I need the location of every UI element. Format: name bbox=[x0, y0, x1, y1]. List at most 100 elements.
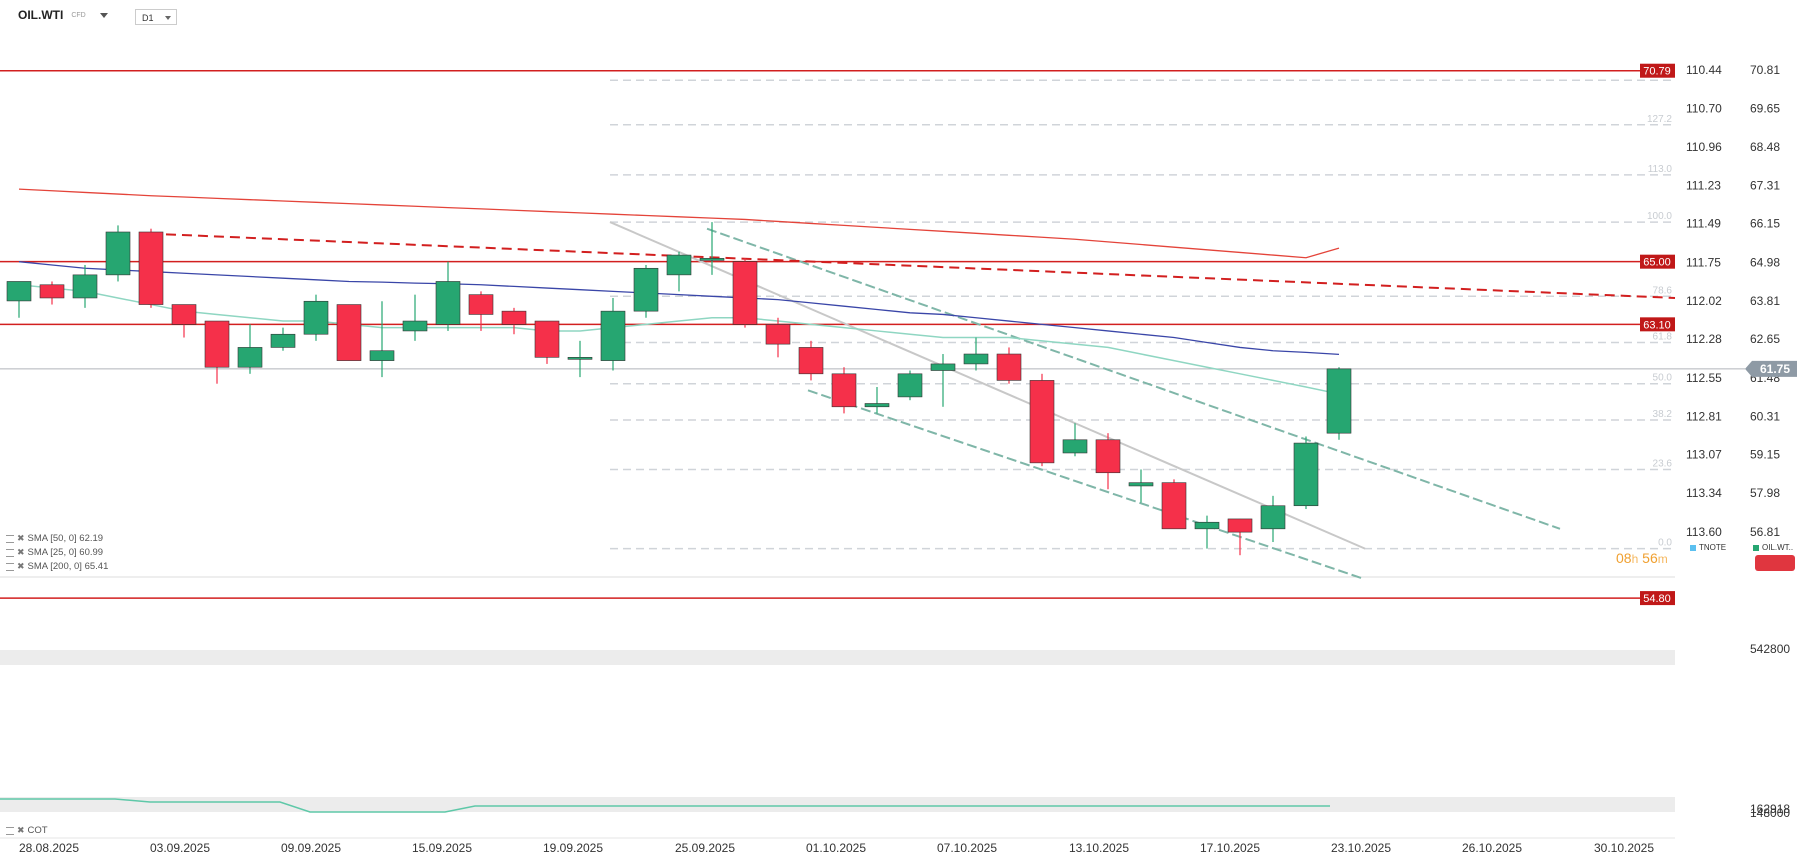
candle-body[interactable] bbox=[171, 304, 197, 325]
x-axis-tick-label: 30.10.2025 bbox=[1594, 841, 1654, 855]
settings-icon[interactable] bbox=[6, 562, 14, 571]
level-price-label: 54.80 bbox=[1643, 593, 1671, 605]
candle-body[interactable] bbox=[1326, 368, 1352, 434]
secondary-axis-tick-label: 110.70 bbox=[1686, 101, 1722, 115]
candle-body[interactable] bbox=[1029, 380, 1055, 464]
level-price-label: 63.10 bbox=[1643, 319, 1671, 331]
candle-body[interactable] bbox=[369, 350, 395, 361]
settings-icon[interactable] bbox=[6, 534, 14, 543]
candle-body[interactable] bbox=[567, 357, 593, 360]
candle-body[interactable] bbox=[765, 324, 791, 345]
indicator-sma50[interactable]: ✖ SMA [50, 0] 62.19 bbox=[6, 533, 103, 544]
fib-level-label: 61.8 bbox=[1653, 331, 1673, 342]
y-axis-tick-label: 66.15 bbox=[1750, 217, 1780, 231]
candle-body[interactable] bbox=[336, 304, 362, 361]
x-axis-tick-label: 15.09.2025 bbox=[412, 841, 472, 855]
x-axis-tick-label: 25.09.2025 bbox=[675, 841, 735, 855]
candle-body[interactable] bbox=[831, 373, 857, 408]
settings-icon[interactable] bbox=[6, 548, 14, 557]
x-axis-tick-label: 13.10.2025 bbox=[1069, 841, 1129, 855]
oil-swatch bbox=[1753, 544, 1759, 551]
close-icon[interactable]: ✖ bbox=[17, 547, 25, 557]
indicator-cot[interactable]: ✖ COT bbox=[6, 825, 48, 836]
candle-body[interactable] bbox=[468, 294, 494, 315]
cot-axis-label: 162918 bbox=[1750, 802, 1790, 816]
sell-button[interactable] bbox=[1755, 555, 1795, 571]
cot-axis-label: 148000 bbox=[1750, 806, 1790, 820]
cot-line bbox=[0, 798, 1330, 813]
symbol-dropdown-icon[interactable] bbox=[99, 12, 108, 18]
candle-body[interactable] bbox=[402, 320, 428, 332]
symbol-type: CFD bbox=[71, 11, 86, 19]
candle-body[interactable] bbox=[6, 281, 32, 302]
y-axis-tick-label: 60.31 bbox=[1750, 409, 1780, 423]
fib-level-label: 78.6 bbox=[1653, 285, 1673, 296]
chevron-down-icon bbox=[165, 16, 171, 20]
candle-body[interactable] bbox=[732, 261, 758, 325]
fib-level-label: 50.0 bbox=[1653, 373, 1673, 384]
timeframe-select[interactable]: D1 bbox=[135, 9, 177, 25]
candle-body[interactable] bbox=[303, 300, 329, 335]
secondary-axis-tick-label: 110.96 bbox=[1686, 140, 1722, 154]
candle-body[interactable] bbox=[435, 281, 461, 325]
candle-body[interactable] bbox=[897, 373, 923, 398]
candle-body[interactable] bbox=[1227, 518, 1253, 533]
x-axis-tick-label: 23.10.2025 bbox=[1331, 841, 1391, 855]
secondary-axis-tick-label: 111.49 bbox=[1686, 217, 1721, 231]
close-icon[interactable]: ✖ bbox=[17, 561, 25, 571]
x-axis-tick-label: 17.10.2025 bbox=[1200, 841, 1260, 855]
indicator-sma25[interactable]: ✖ SMA [25, 0] 60.99 bbox=[6, 547, 103, 558]
sma25-line bbox=[18, 284, 1340, 395]
candle-body[interactable] bbox=[138, 231, 164, 305]
settings-icon[interactable] bbox=[6, 826, 14, 835]
candle-body[interactable] bbox=[270, 333, 296, 348]
trend-line[interactable] bbox=[609, 221, 1366, 550]
candle-body[interactable] bbox=[699, 258, 725, 261]
candle-body[interactable] bbox=[1095, 439, 1121, 474]
secondary-axis-tick-label: 113.60 bbox=[1686, 525, 1722, 539]
timer-hours: 08 bbox=[1616, 550, 1632, 566]
level-price-label: 70.79 bbox=[1643, 66, 1671, 78]
candle-body[interactable] bbox=[1260, 505, 1286, 530]
candle-body[interactable] bbox=[39, 284, 65, 299]
candle-body[interactable] bbox=[666, 254, 692, 276]
candle-body[interactable] bbox=[963, 353, 989, 365]
candle-body[interactable] bbox=[1194, 521, 1220, 530]
candle-body[interactable] bbox=[237, 347, 263, 368]
resistance-dashed-line[interactable] bbox=[149, 232, 1676, 299]
tnote-swatch bbox=[1690, 544, 1696, 551]
candle-body[interactable] bbox=[633, 267, 659, 312]
candle-body[interactable] bbox=[1128, 482, 1154, 487]
indicator-sma200[interactable]: ✖ SMA [200, 0] 65.41 bbox=[6, 561, 108, 572]
legend-oil: OIL.WT.. bbox=[1753, 543, 1793, 552]
candle-body[interactable] bbox=[72, 274, 98, 299]
candle-body[interactable] bbox=[864, 403, 890, 408]
candle-body[interactable] bbox=[534, 320, 560, 358]
symbol-name[interactable]: OIL.WTI bbox=[18, 8, 64, 22]
candle-body[interactable] bbox=[501, 310, 527, 325]
candle-body[interactable] bbox=[600, 310, 626, 361]
level-price-tag bbox=[1640, 254, 1675, 269]
x-axis-tick-label: 03.09.2025 bbox=[150, 841, 210, 855]
y-axis-tick-label: 70.81 bbox=[1750, 63, 1780, 77]
x-axis-tick-label: 19.09.2025 bbox=[543, 841, 603, 855]
candle-body[interactable] bbox=[930, 363, 956, 371]
channel-lower-line[interactable] bbox=[807, 389, 1363, 580]
close-icon[interactable]: ✖ bbox=[17, 825, 25, 835]
sma50-line bbox=[18, 261, 1340, 356]
close-icon[interactable]: ✖ bbox=[17, 533, 25, 543]
candle-countdown: 08h 56m bbox=[1616, 550, 1668, 566]
candle-body[interactable] bbox=[204, 320, 230, 368]
channel-upper-line[interactable] bbox=[706, 227, 1561, 530]
symbol-header[interactable]: OIL.WTI CFD bbox=[18, 8, 108, 22]
level-price-tag bbox=[1640, 317, 1675, 332]
timer-h-suffix: h bbox=[1631, 552, 1639, 566]
candle-body[interactable] bbox=[1062, 439, 1088, 454]
candle-body[interactable] bbox=[798, 347, 824, 375]
candle-body[interactable] bbox=[996, 353, 1022, 381]
candle-body[interactable] bbox=[105, 231, 131, 276]
fib-level-label: 38.2 bbox=[1653, 409, 1673, 420]
candle-body[interactable] bbox=[1161, 482, 1187, 530]
candle-body[interactable] bbox=[1293, 442, 1319, 507]
